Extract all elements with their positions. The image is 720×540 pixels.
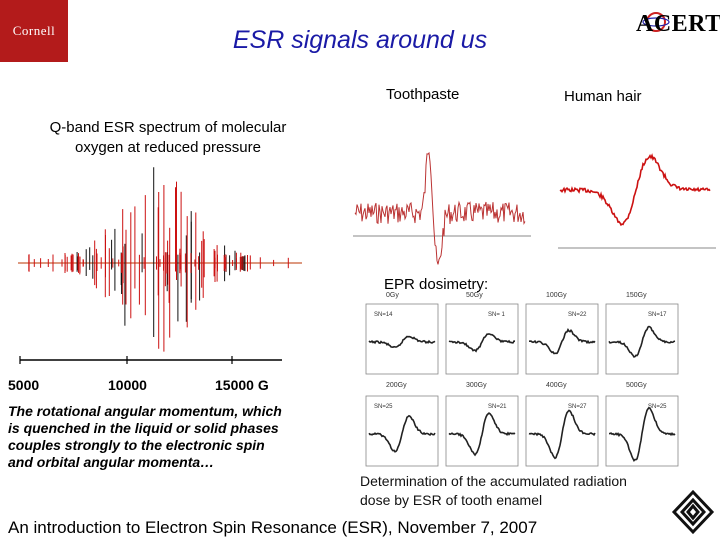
dose-panel: 300Gy SN=21 (444, 382, 520, 472)
dose-plot (365, 303, 439, 375)
acert-logo-text: ACERT (636, 11, 720, 37)
dose-panel: 150Gy SN=17 (604, 292, 680, 380)
dose-panel: 50Gy SN= 1 (444, 292, 520, 380)
dosimetry-caption: Determination of the accumulated radiati… (360, 472, 627, 510)
oxygen-spectrum (18, 167, 302, 364)
dose-panel: 500Gy SN=25 (604, 382, 680, 472)
acert-atom-orbit (642, 17, 670, 27)
sn-label: SN=14 (374, 312, 393, 318)
oxygen-description: The rotational angular momentum, which i… (8, 403, 282, 470)
dose-trace (528, 409, 596, 460)
dosimetry-title: EPR dosimetry: (384, 276, 489, 293)
sn-label: SN=25 (648, 404, 667, 410)
cornell-logo-text: Cornell (12, 23, 56, 38)
oxygen-caption-line1: Q-band ESR spectrum of molecular (49, 119, 287, 136)
oxygen-caption: Q-band ESR spectrum of molecular oxygen … (18, 118, 318, 158)
sn-label: SN=25 (374, 404, 393, 410)
acert-logo: ACERT (634, 4, 720, 38)
dose-plot-frame (525, 303, 599, 375)
acert-atom-ring (646, 12, 666, 32)
human-hair-label: Human hair (564, 88, 642, 105)
dose-label: 300Gy (466, 382, 487, 389)
dose-label: 150Gy (626, 292, 647, 299)
dose-label: 0Gy (386, 292, 399, 299)
dosimetry-caption-line2: dose by ESR of tooth enamel (360, 492, 543, 508)
dose-label: 200Gy (386, 382, 407, 389)
dose-plot (365, 395, 439, 467)
dose-plot (445, 395, 519, 467)
dose-label: 100Gy (546, 292, 567, 299)
dose-trace (608, 325, 676, 358)
dose-trace (609, 406, 676, 462)
dose-label: 500Gy (626, 382, 647, 389)
dose-label: 50Gy (466, 292, 483, 299)
toothpaste-trace (354, 151, 526, 265)
oxygen-tick-label-1: 5000 (8, 377, 40, 393)
dose-plot-frame (365, 303, 439, 375)
dose-plot (525, 303, 599, 375)
dose-plot (525, 395, 599, 467)
page-title: ESR signals around us (232, 26, 488, 54)
dose-trace (368, 335, 436, 349)
oxygen-caption-line2: oxygen at reduced pressure (75, 139, 261, 156)
dose-panel: 100Gy SN=22 (524, 292, 600, 380)
dose-trace (368, 414, 436, 453)
dose-panel: 400Gy SN=27 (524, 382, 600, 472)
human-hair-spectrum (558, 153, 716, 249)
oxygen-tick-label-3: 15000 G (215, 377, 269, 393)
dose-plot (605, 303, 679, 375)
cornell-logo: Cornell (0, 0, 68, 62)
oxygen-tick-label-2: 10000 (108, 377, 147, 393)
dose-panel: 0Gy SN=14 (364, 292, 440, 380)
dosimetry-caption-line1: Determination of the accumulated radiati… (360, 473, 627, 489)
sn-label: SN=21 (488, 404, 507, 410)
sn-label: SN=22 (568, 312, 587, 318)
dose-panel: 200Gy SN=25 (364, 382, 440, 472)
dose-trace (529, 328, 596, 355)
dose-trace (448, 333, 516, 353)
acert-logo-graphic: ACERT (636, 11, 720, 37)
dose-plot (445, 303, 519, 375)
dose-label: 400Gy (546, 382, 567, 389)
dose-plot (605, 395, 679, 467)
dose-plot-frame (445, 303, 519, 375)
toothpaste-label: Toothpaste (386, 86, 460, 103)
ncrr-logo (671, 489, 715, 535)
toothpaste-spectrum (353, 151, 531, 265)
sn-label: SN=27 (568, 404, 587, 410)
sn-label: SN= 1 (488, 312, 505, 318)
footer-text: An introduction to Electron Spin Resonan… (8, 518, 538, 537)
oxygen-lines (28, 167, 289, 352)
sn-label: SN=17 (648, 312, 667, 318)
dose-trace (448, 412, 516, 457)
ncrr-logo-mark (671, 489, 715, 535)
dosimetry-grid: 0Gy SN=14 50Gy SN= 1 100Gy SN=22 150Gy SN=17 200… (364, 292, 682, 468)
hair-trace (559, 153, 711, 227)
